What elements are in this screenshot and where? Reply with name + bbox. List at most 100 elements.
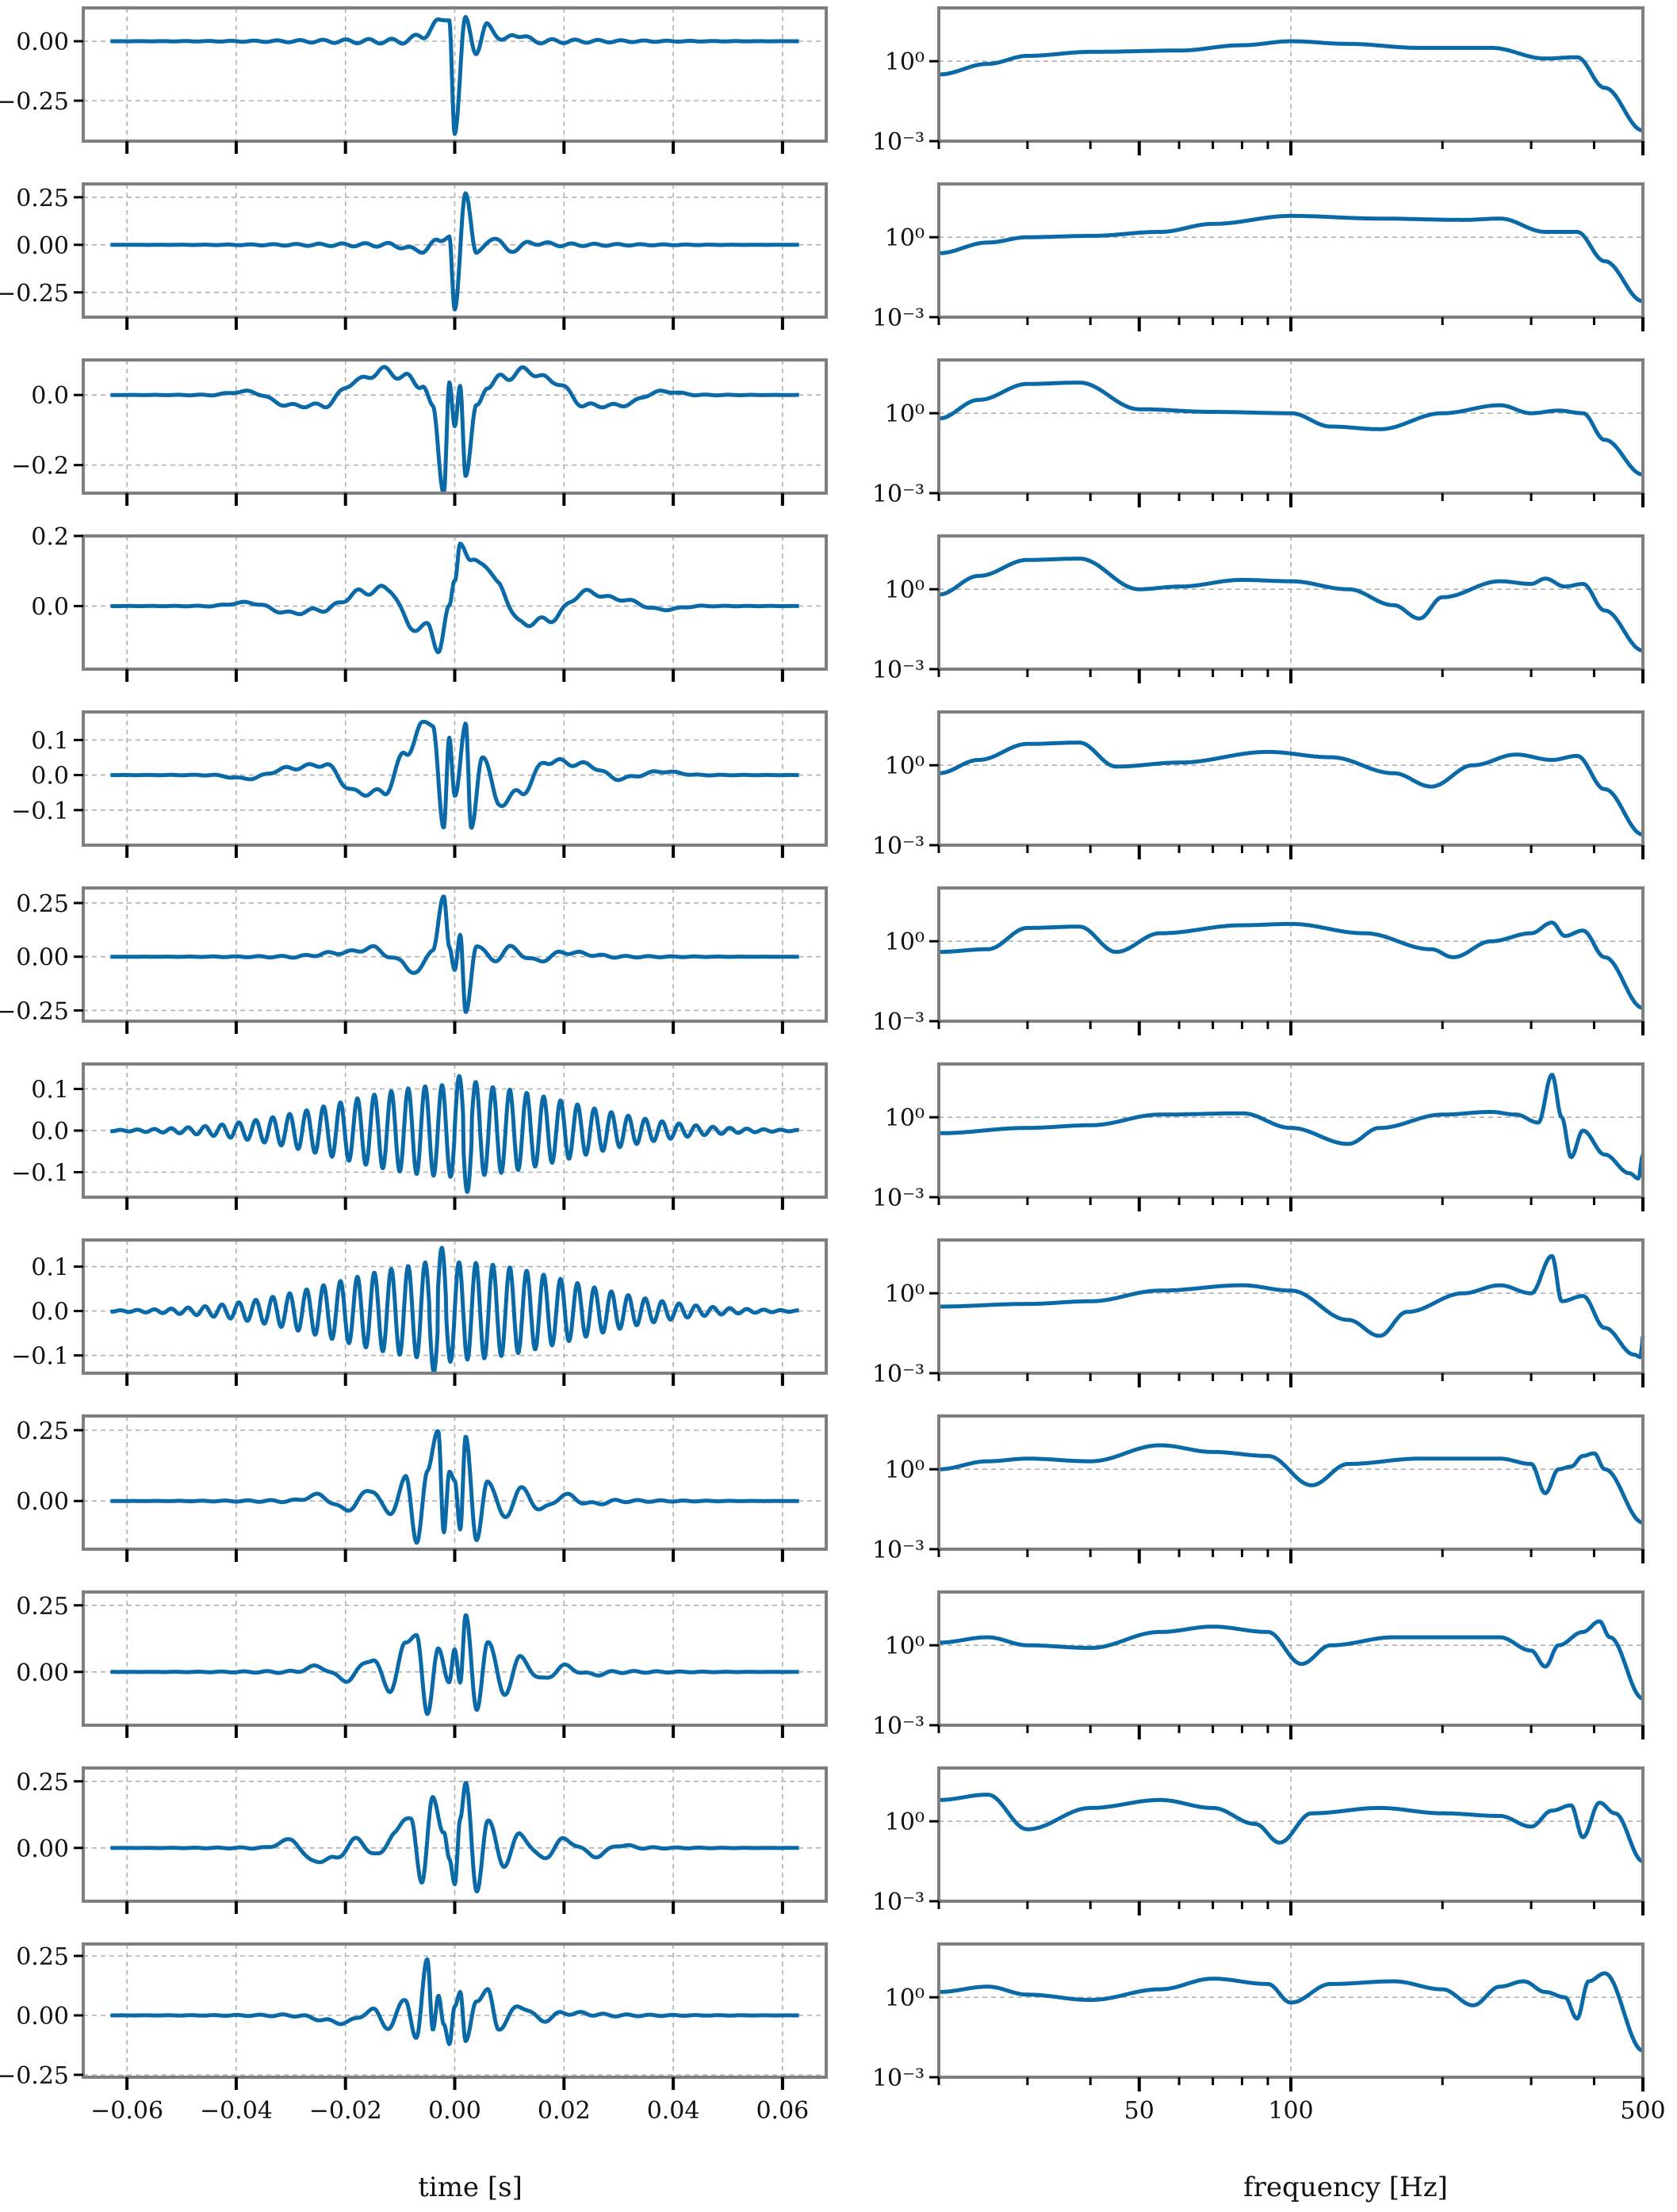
time-ytick-label: 0.1: [31, 727, 69, 755]
time-ytick-label: 0.00: [16, 2003, 69, 2030]
time-ytick-label: 0.25: [16, 1769, 69, 1797]
frequency-panel-10: 10⁰ 10⁻³: [872, 1590, 1644, 1740]
time-series-line: [109, 191, 801, 312]
time-panel-10: 0.25 0.00: [16, 1590, 828, 1738]
frequency-ytick-label: 10⁻³: [872, 1537, 925, 1564]
time-series-line: [109, 1246, 801, 1374]
frequency-ytick-label: 10⁻³: [872, 1713, 925, 1740]
frequency-series-line: [938, 1971, 1644, 2053]
time-xtick-label: −0.06: [90, 2097, 163, 2125]
time-ytick-label: 0.00: [16, 29, 69, 56]
frequency-xtick-label: 100: [1268, 2097, 1313, 2125]
time-ytick-label: 0.0: [31, 763, 69, 790]
time-xtick-label: 0.04: [647, 2097, 700, 2125]
frequency-series-line: [938, 1443, 1644, 1525]
time-ytick-label: 0.25: [16, 185, 69, 212]
time-panel-8: 0.1 0.0 −0.1: [11, 1238, 828, 1386]
frequency-series-line: [938, 1619, 1644, 1701]
time-panel-12: 0.25 0.00 −0.25 −0.06 −0.04 −0.02 0.00 0.02 0.04…: [0, 1942, 828, 2125]
time-ytick-label: 0.0: [31, 593, 69, 621]
frequency-series-line: [938, 1793, 1644, 1864]
frequency-ytick-label: 10⁻³: [872, 480, 925, 508]
time-ytick-label: 0.1: [31, 1077, 69, 1104]
time-ytick-label: 0.00: [16, 944, 69, 972]
time-panel-7: 0.1 0.0 −0.1: [11, 1062, 828, 1210]
time-series-line: [109, 365, 801, 495]
time-ytick-label: 0.25: [16, 1593, 69, 1621]
time-series-line: [109, 542, 801, 655]
frequency-ytick-label: 10⁰: [885, 1984, 925, 2012]
frequency-series-line: [938, 741, 1644, 837]
time-ytick-label: −0.25: [0, 88, 69, 116]
frequency-domain-column: 10⁰10⁻³10⁰10⁻³10⁰10⁻³10⁰10⁻³10⁰10⁻³10⁰10…: [872, 6, 1666, 2125]
time-series-line: [109, 1957, 801, 2046]
frequency-xtick-label: 500: [1620, 2097, 1665, 2125]
frequency-ytick-label: 10⁰: [885, 1632, 925, 1660]
frequency-panel-8: 10⁰ 10⁻³: [872, 1238, 1645, 1388]
frequency-ytick-label: 10⁰: [885, 1456, 925, 1484]
time-ytick-label: 0.1: [31, 1254, 69, 1282]
time-panel-6: 0.25 0.00 −0.25: [0, 886, 828, 1034]
frequency-ytick-label: 10⁰: [885, 224, 925, 252]
time-series-line: [109, 1073, 801, 1194]
frequency-ytick-label: 10⁰: [885, 1808, 925, 1836]
frequency-panel-1: 10⁰ 10⁻³: [872, 6, 1644, 156]
time-ytick-label: −0.1: [11, 1160, 69, 1188]
frequency-panel-11: 10⁰ 10⁻³: [872, 1766, 1644, 1916]
time-series-line: [109, 14, 801, 136]
frequency-ytick-label: 10⁰: [885, 752, 925, 780]
time-panel-1: 0.00 −0.25: [0, 6, 828, 154]
frequency-panel-3: 10⁰ 10⁻³: [872, 358, 1644, 508]
frequency-series-line: [938, 381, 1644, 476]
frequency-ytick-label: 10⁻³: [872, 304, 925, 332]
frequency-series-line: [938, 39, 1644, 133]
time-panel-2: 0.25 0.00 −0.25: [0, 182, 828, 330]
frequency-xtick-label: 50: [1124, 2097, 1154, 2125]
frequency-series-line: [938, 213, 1644, 304]
frequency-panel-5: 10⁰ 10⁻³: [872, 710, 1644, 860]
time-xtick-label: 0.00: [428, 2097, 481, 2125]
time-xtick-label: 0.02: [538, 2097, 591, 2125]
frequency-ytick-label: 10⁻³: [872, 1008, 925, 1036]
time-panel-11: 0.25 0.00: [16, 1766, 828, 1914]
time-ytick-label: −0.25: [0, 997, 69, 1025]
frequency-ytick-label: 10⁰: [885, 48, 925, 76]
time-ytick-label: −0.25: [0, 2062, 69, 2090]
time-series-line: [109, 1781, 801, 1894]
time-panel-4: 0.2 0.0: [31, 523, 828, 682]
time-ytick-label: 0.00: [16, 1488, 69, 1516]
frequency-series-line: [938, 1253, 1645, 1360]
time-xtick-label: −0.02: [309, 2097, 382, 2125]
frequency-ytick-label: 10⁻³: [872, 2065, 925, 2092]
frequency-ytick-label: 10⁻³: [872, 128, 925, 156]
time-panel-5: 0.1 0.0 −0.1: [11, 710, 828, 858]
frequency-series-line: [938, 1073, 1645, 1181]
time-series-line: [109, 1613, 801, 1716]
frequency-axis-label: frequency [Hz]: [1243, 2172, 1448, 2203]
time-ytick-label: −0.2: [11, 453, 69, 480]
time-series-line: [109, 894, 801, 1014]
frequency-series-line: [938, 557, 1644, 653]
time-ytick-label: −0.25: [0, 280, 69, 308]
time-ytick-label: 0.0: [31, 382, 69, 410]
time-ytick-label: 0.00: [16, 1659, 69, 1687]
frequency-panel-4: 10⁰ 10⁻³: [872, 534, 1644, 684]
frequency-ytick-label: 10⁻³: [872, 1184, 925, 1212]
frequency-ytick-label: 10⁰: [885, 400, 925, 428]
time-panel-9: 0.25 0.00: [16, 1414, 828, 1562]
frequency-ytick-label: 10⁻³: [872, 1360, 925, 1388]
time-ytick-label: 0.00: [16, 232, 69, 260]
time-series-line: [109, 719, 801, 830]
frequency-ytick-label: 10⁰: [885, 1104, 925, 1132]
frequency-panel-9: 10⁰ 10⁻³: [872, 1414, 1644, 1564]
time-domain-column: 0.00−0.250.250.00−0.250.0−0.20.20.00.10.…: [0, 6, 828, 2125]
frequency-panel-12: 10⁰ 10⁻³ 50 100 500: [872, 1942, 1666, 2125]
time-ytick-label: −0.1: [11, 798, 69, 825]
time-series-line: [109, 1429, 801, 1545]
frequency-series-line: [938, 920, 1644, 1010]
time-ytick-label: −0.1: [11, 1343, 69, 1371]
time-ytick-label: 0.25: [16, 1418, 69, 1445]
time-ytick-label: 0.0: [31, 1118, 69, 1146]
frequency-ytick-label: 10⁻³: [872, 1889, 925, 1916]
frequency-ytick-label: 10⁻³: [872, 656, 925, 684]
